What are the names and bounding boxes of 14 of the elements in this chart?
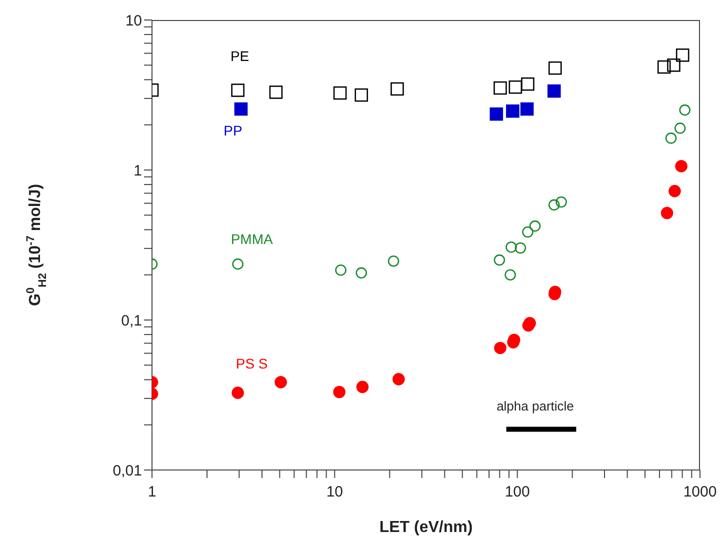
x-tick-label: 1: [148, 484, 156, 501]
series-label: PMMA: [230, 230, 274, 247]
x-axis-title: LET (eV/nm): [379, 519, 473, 536]
y-tick-label: 10: [125, 12, 142, 30]
x-tick-label: 100: [504, 484, 530, 501]
series-label: PS S: [236, 356, 268, 372]
annotation: alpha particle: [496, 398, 574, 414]
x-tick-label: 10: [326, 484, 344, 501]
series-label: PP: [224, 122, 242, 139]
y-tick-label: 1: [134, 162, 142, 180]
x-tick-label: 1000: [683, 484, 717, 501]
y-tick-label: 0,1: [121, 312, 142, 330]
y-tick-label: 0,01: [112, 462, 142, 480]
series-label: PE: [230, 48, 250, 64]
